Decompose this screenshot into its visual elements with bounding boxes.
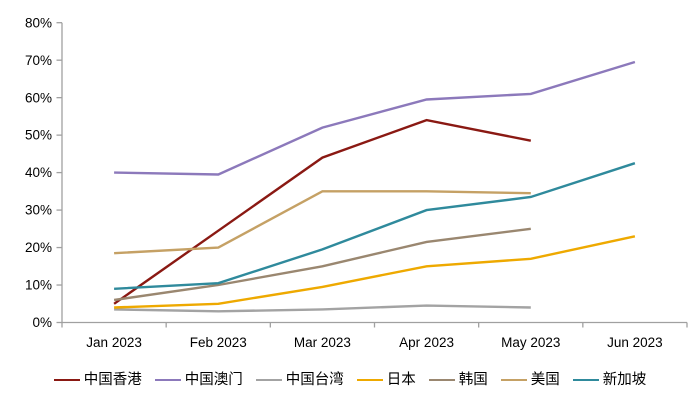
legend-line-swatch: [53, 378, 80, 382]
chart-legend: 中国香港 中国澳门 中国台湾 日本 韩国 美国 新加坡: [0, 368, 700, 392]
legend-item-日本: 日本: [356, 371, 416, 388]
x-axis-label: Feb 2023: [190, 335, 247, 350]
legend-item-中国台湾: 中国台湾: [255, 371, 344, 388]
legend-line-swatch: [500, 378, 527, 382]
legend-item-中国澳门: 中国澳门: [154, 371, 243, 388]
series-line-韩国: [113, 227, 531, 302]
legend-item-新加坡: 新加坡: [572, 371, 647, 388]
y-axis-tick-label: 0%: [32, 315, 52, 330]
legend-label: 中国澳门: [184, 371, 243, 388]
x-axis-label: Jun 2023: [607, 335, 663, 350]
series-line-中国香港: [113, 118, 532, 305]
series-line-美国: [114, 190, 531, 255]
legend-label: 新加坡: [602, 371, 647, 388]
series-line-新加坡: [114, 162, 636, 290]
legend-line-swatch: [255, 378, 282, 382]
legend-line-swatch: [356, 378, 383, 382]
y-axis-tick-label: 40%: [25, 165, 52, 180]
legend-line-swatch: [572, 378, 599, 382]
x-axis-label: Mar 2023: [294, 335, 351, 350]
y-axis-tick-label: 60%: [25, 90, 52, 105]
legend-label: 日本: [386, 371, 416, 388]
legend-line-swatch: [428, 378, 455, 382]
x-axis-label: May 2023: [501, 335, 560, 350]
legend-line-swatch: [154, 378, 181, 382]
y-axis-tick-label: 20%: [25, 240, 52, 255]
y-axis-tick-label: 70%: [25, 53, 52, 68]
series-line-中国台湾: [114, 304, 531, 313]
y-axis-tick-label: 50%: [25, 128, 52, 143]
series-line-日本: [114, 235, 636, 309]
legend-label: 中国台湾: [285, 371, 344, 388]
x-axis-label: Jan 2023: [86, 335, 142, 350]
legend-item-美国: 美国: [500, 371, 560, 388]
legend-label: 美国: [530, 371, 560, 388]
legend-label: 中国香港: [83, 371, 142, 388]
legend-label: 韩国: [458, 371, 488, 388]
y-axis-tick-label: 30%: [25, 203, 52, 218]
y-axis-tick-label: 80%: [25, 15, 52, 30]
legend-item-韩国: 韩国: [428, 371, 488, 388]
y-axis-tick-label: 10%: [25, 278, 52, 293]
series-line-中国澳门: [114, 60, 636, 176]
legend-item-中国香港: 中国香港: [53, 371, 142, 388]
x-axis-label: Apr 2023: [399, 335, 454, 350]
